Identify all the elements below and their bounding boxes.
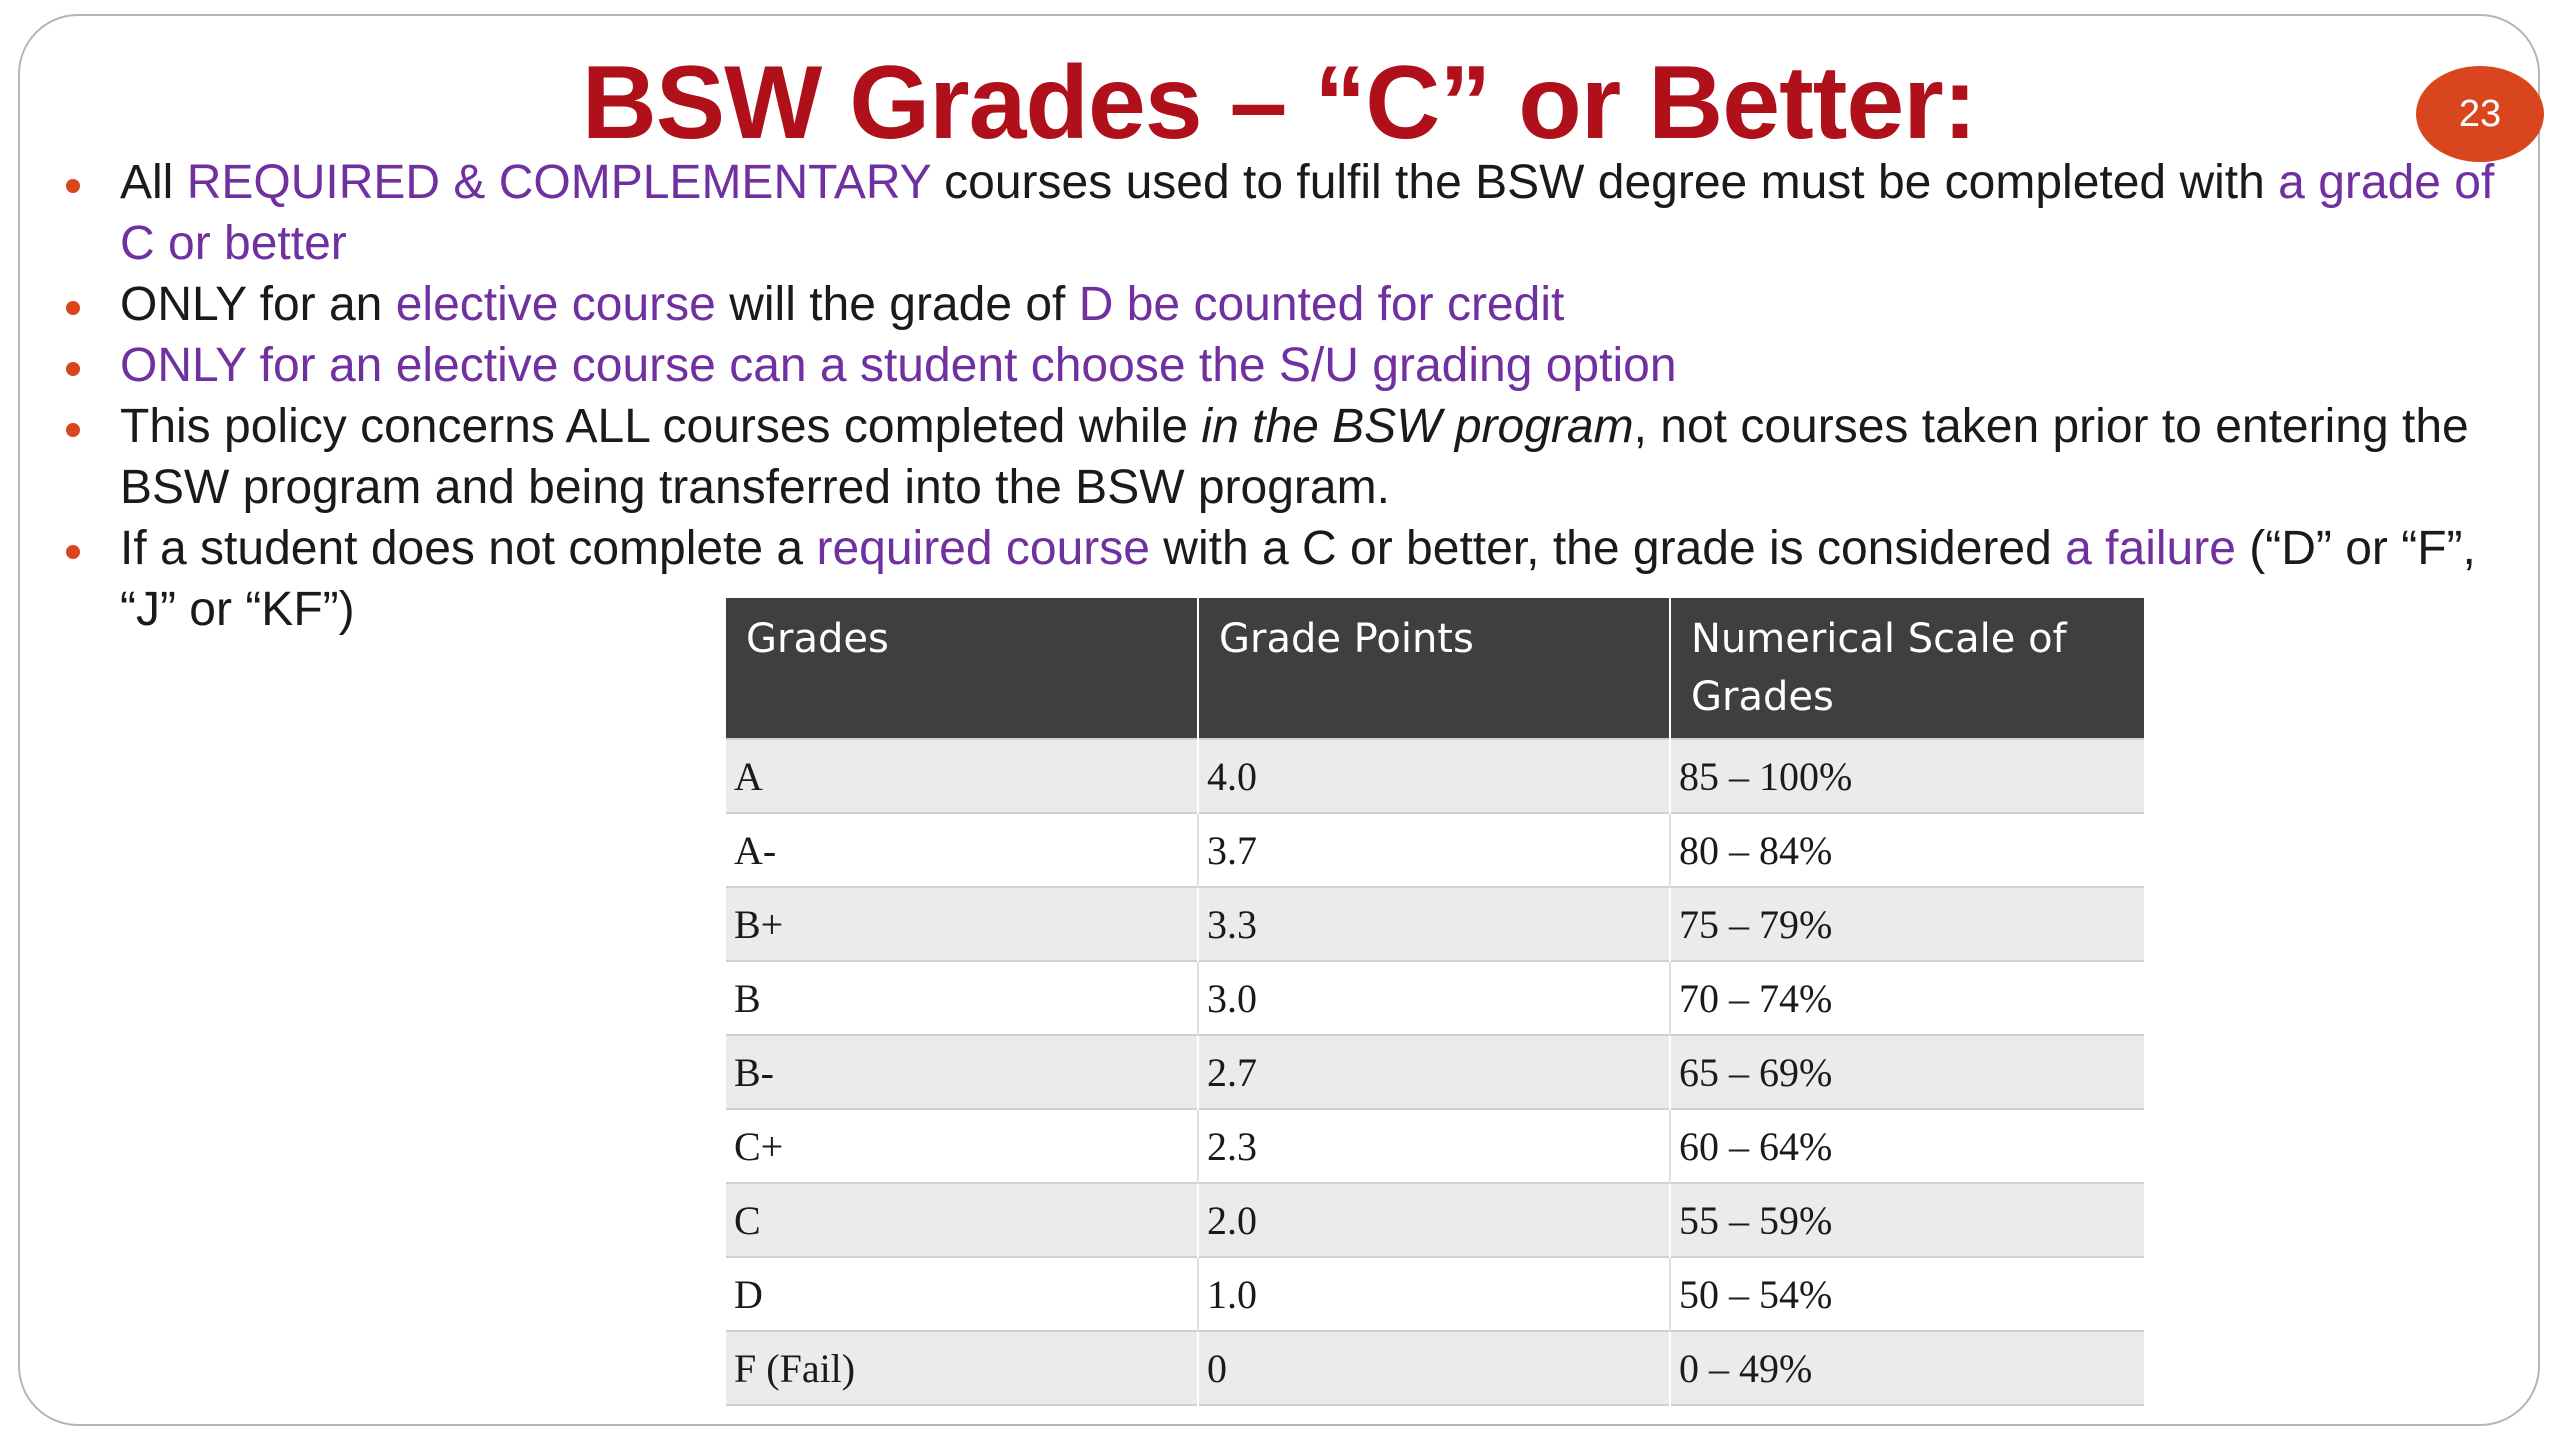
grade-cell: D [726,1256,1199,1331]
highlighted-text: REQUIRED & COMPLEMENTARY [186,156,931,209]
bullet-text: , not courses taken prior to entering th… [120,400,2469,514]
grade-points-cell: 3.3 [1198,886,1671,961]
grade-points-cell: 2.0 [1198,1182,1671,1257]
numerical-scale-cell: 75 – 79% [1670,886,2144,961]
table-row: A- 3.7 80 – 84% [726,812,2144,887]
numerical-scale-cell: 80 – 84% [1670,812,2144,887]
bullet-text: ONLY for an [120,278,396,331]
bullet-text: This policy concerns ALL courses complet… [120,400,1202,453]
table-row: C+ 2.3 60 – 64% [726,1108,2144,1183]
grade-cell: F (Fail) [726,1330,1199,1405]
bullet-text: (“D” or “F”, “J” or “KF”) [120,522,2476,636]
grade-points-cell: 0 [1198,1330,1671,1405]
bullet-text: with a C or better, the grade is conside… [1149,522,2066,575]
bullet-item: ONLY for an elective course will the gra… [60,274,2500,335]
grade-cell: C+ [726,1108,1199,1183]
table-row: B+ 3.3 75 – 79% [726,886,2144,961]
numerical-scale-cell: 70 – 74% [1670,960,2144,1035]
table-row: B 3.0 70 – 74% [726,960,2144,1035]
bullet-item: If a student does not complete a require… [60,518,2500,640]
grade-cell: B [726,960,1199,1035]
grade-points-cell: 3.0 [1198,960,1671,1035]
grade-points-cell: 1.0 [1198,1256,1671,1331]
numerical-scale-cell: 0 – 49% [1670,1330,2144,1405]
bullet-item: ONLY for an elective course can a studen… [60,335,2500,396]
bullet-text: will the grade of [715,278,1079,331]
slide-title: BSW Grades – “C” or Better: [581,45,1978,161]
table-row: F (Fail) 0 0 – 49% [726,1330,2144,1405]
highlighted-text: a failure [2065,522,2236,575]
bullet-item: All REQUIRED & COMPLEMENTARY courses use… [60,152,2500,274]
table-row: B- 2.7 65 – 69% [726,1034,2144,1109]
numerical-scale-cell: 55 – 59% [1670,1182,2144,1257]
numerical-scale-cell: 65 – 69% [1670,1034,2144,1109]
numerical-scale-cell: 50 – 54% [1670,1256,2144,1331]
highlighted-text: required course [816,522,1150,575]
bullet-list: All REQUIRED & COMPLEMENTARY courses use… [60,152,2500,640]
bullet-item: This policy concerns ALL courses complet… [60,396,2500,518]
numerical-scale-cell: 85 – 100% [1670,738,2144,813]
grade-points-cell: 2.7 [1198,1034,1671,1109]
bullet-dot-icon [66,179,80,193]
bullet-text: If a student does not complete a [120,522,817,575]
table-header-row: Grades Grade Points Numerical Scale of G… [726,598,2144,739]
grade-cell: C [726,1182,1199,1257]
page-number-badge: 23 [2416,66,2544,162]
grade-points-cell: 2.3 [1198,1108,1671,1183]
highlighted-text: D be counted for credit [1078,278,1565,331]
grade-table: Grades Grade Points Numerical Scale of G… [726,598,2144,1406]
bullet-dot-icon [66,362,80,376]
bullet-text: All [120,156,187,209]
grade-points-cell: 3.7 [1198,812,1671,887]
highlighted-text: ONLY for an elective course can a studen… [120,339,1677,392]
numerical-scale-cell: 60 – 64% [1670,1108,2144,1183]
bullet-text: courses used to fulfil the BSW degree mu… [930,156,2279,209]
header-grades: Grades [726,598,1199,739]
grade-cell: A- [726,812,1199,887]
table-row: A 4.0 85 – 100% [726,738,2144,813]
bullet-dot-icon [66,545,80,559]
grade-table-body: A 4.0 85 – 100% A- 3.7 80 – 84% B+ 3.3 75 – 79% B… [726,738,2144,1405]
header-numerical-scale: Numerical Scale of Grades [1670,598,2144,739]
bullet-dot-icon [66,423,80,437]
grade-cell: A [726,738,1199,813]
grade-cell: B- [726,1034,1199,1109]
grade-cell: B+ [726,886,1199,961]
header-grade-points: Grade Points [1198,598,1671,739]
table-row: D 1.0 50 – 54% [726,1256,2144,1331]
highlighted-text: a grade of C or better [120,156,2495,270]
grade-points-cell: 4.0 [1198,738,1671,813]
italic-text: in the BSW program [1201,400,1634,453]
table-row: C 2.0 55 – 59% [726,1182,2144,1257]
highlighted-text: elective course [395,278,716,331]
bullet-dot-icon [66,301,80,315]
